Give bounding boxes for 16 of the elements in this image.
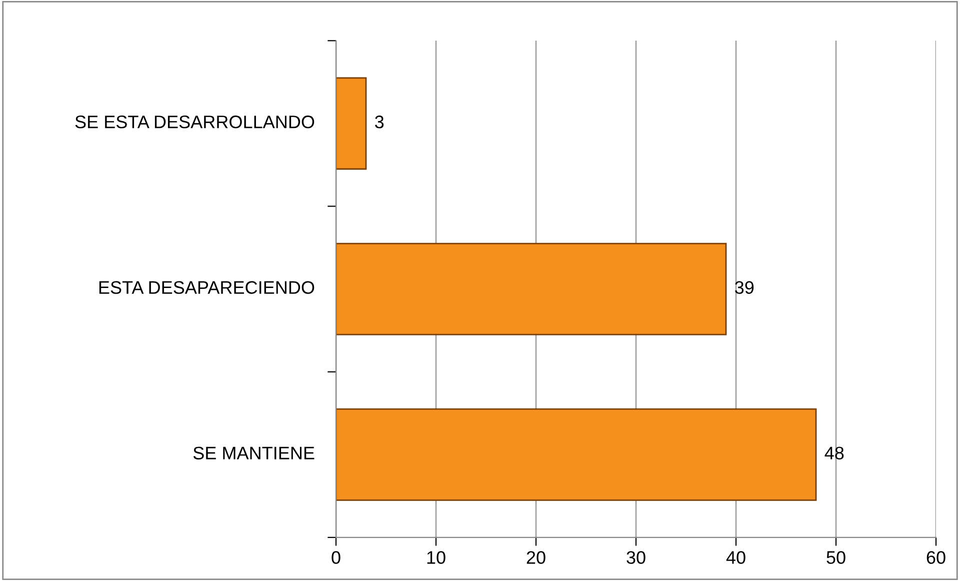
x-tick-label: 40: [726, 551, 746, 564]
x-tick-label: 60: [926, 551, 946, 564]
bar: [336, 242, 727, 336]
x-tick-label: 20: [526, 551, 546, 564]
y-tick-label: ESTA DESAPARECIENDO: [99, 281, 314, 294]
data-label: 3: [375, 116, 384, 128]
data-label: 39: [735, 281, 754, 294]
x-tick-label: 10: [427, 551, 446, 564]
y-tick-label: SE MANTIENE: [193, 446, 314, 460]
y-tick-label: SE ESTA DESARROLLANDO: [75, 116, 314, 128]
x-tick-label: 50: [826, 551, 846, 564]
x-tick-label: 0: [332, 551, 340, 564]
bar: [336, 77, 367, 170]
data-label: 48: [824, 446, 844, 460]
x-tick-label: 30: [626, 551, 646, 564]
bar: [336, 408, 817, 501]
